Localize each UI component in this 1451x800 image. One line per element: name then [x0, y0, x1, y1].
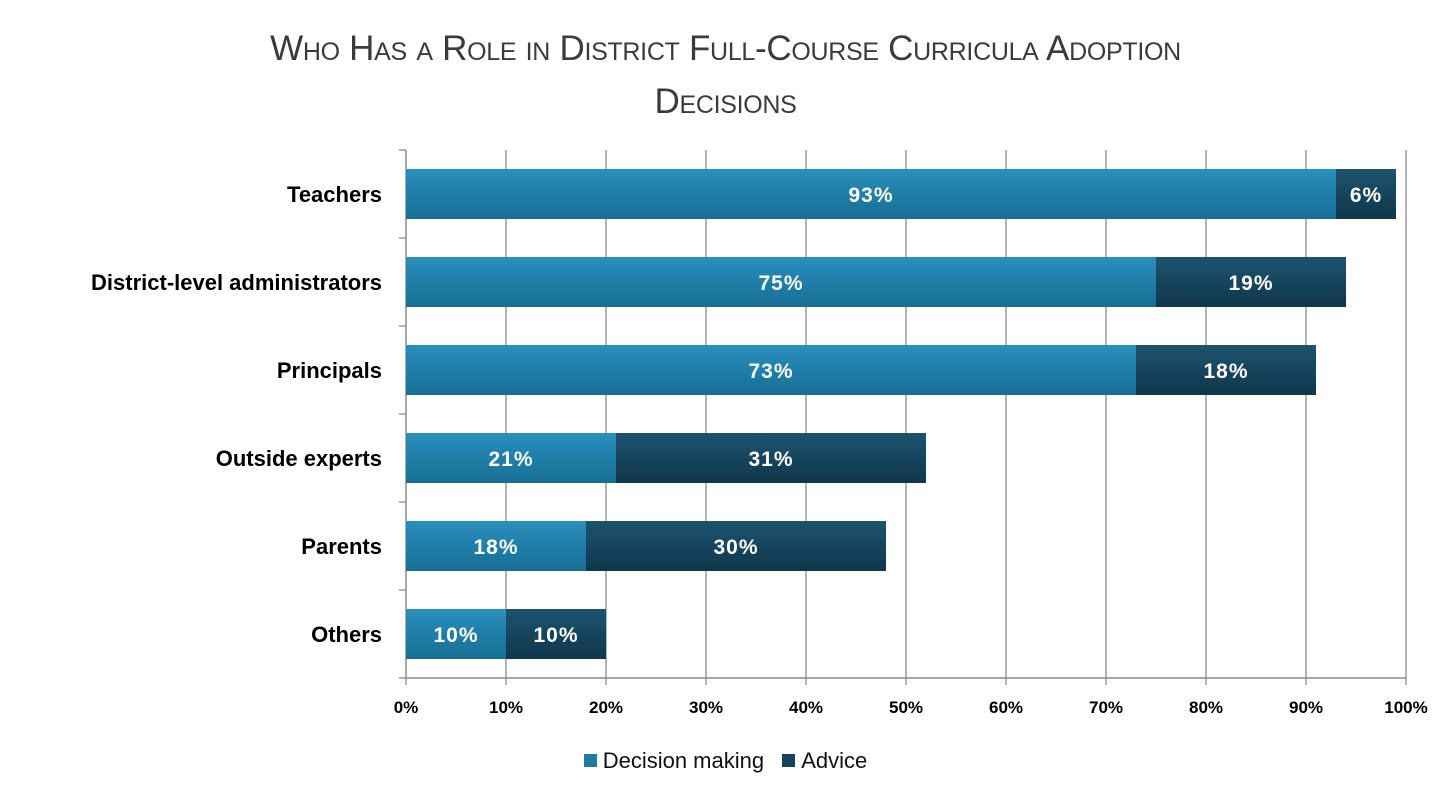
data-label-advice-principals: 18%: [1203, 360, 1248, 383]
legend: Decision making Advice: [0, 747, 1451, 774]
legend-swatch-decision-making: [583, 754, 597, 767]
x-tick-label: 20%: [589, 698, 623, 717]
bar-decision-making-others: [406, 609, 506, 659]
category-label-principals: Principals: [277, 358, 382, 383]
data-label-advice-outside-experts: 31%: [748, 448, 793, 471]
x-tick-label: 90%: [1289, 698, 1323, 717]
bars: [406, 169, 1396, 659]
x-tick-label: 50%: [889, 698, 923, 717]
category-label-teachers: Teachers: [287, 182, 382, 207]
bar-decision-making-outside-experts: [406, 433, 616, 483]
gridlines: [505, 150, 1407, 678]
data-label-advice-others: 10%: [533, 624, 578, 647]
x-tick-label: 0%: [394, 698, 419, 717]
category-label-district-level-administrators: District-level administrators: [91, 270, 382, 295]
chart-title: Who Has a Role in District Full-Course C…: [0, 22, 1451, 128]
legend-item-decision-making: Decision making: [583, 747, 765, 774]
x-tick-label: 10%: [489, 698, 523, 717]
x-tick-label: 60%: [989, 698, 1023, 717]
bar-advice-outside-experts: [616, 433, 926, 483]
chart-title-line-2: Decisions: [654, 82, 797, 121]
bar-advice-parents: [586, 521, 886, 571]
bar-decision-making-teachers: [406, 169, 1336, 219]
bar-advice-teachers: [1336, 169, 1396, 219]
bar-advice-others: [506, 609, 606, 659]
bar-decision-making-parents: [406, 521, 586, 571]
category-label-outside-experts: Outside experts: [216, 446, 382, 471]
bar-advice-district-level-administrators: [1156, 257, 1346, 307]
x-tick-label: 40%: [789, 698, 823, 717]
bar-decision-making-district-level-administrators: [406, 257, 1156, 307]
bar-labels: 93% 6% 75% 19% 73% 18% 21% 31% 18% 30% 10% 10%: [433, 184, 1382, 647]
legend-swatch-advice: [782, 754, 796, 767]
legend-label-decision-making: Decision making: [602, 747, 765, 773]
chart-title-line-1: Who Has a Role in District Full-Course C…: [270, 29, 1181, 68]
data-label-decision-making-teachers: 93%: [848, 184, 893, 207]
category-labels: Teachers District-level administrators Pri…: [91, 182, 382, 647]
legend-label-advice: Advice: [801, 747, 868, 773]
category-label-parents: Parents: [301, 534, 382, 559]
data-label-decision-making-principals: 73%: [748, 360, 793, 383]
data-label-decision-making-outside-experts: 21%: [488, 448, 533, 471]
axes: [399, 149, 1407, 685]
data-label-advice-teachers: 6%: [1350, 184, 1382, 207]
legend-item-advice: Advice: [782, 748, 867, 774]
x-tick-labels: 0% 10% 20% 30% 40% 50% 60% 70% 80% 90% 100%: [394, 698, 1428, 717]
data-label-decision-making-district-level-administrators: 75%: [758, 272, 803, 295]
x-tick-label: 30%: [689, 698, 723, 717]
bar-decision-making-principals: [406, 345, 1136, 395]
data-label-decision-making-parents: 18%: [473, 536, 518, 559]
data-label-advice-district-level-administrators: 19%: [1228, 272, 1273, 295]
data-label-decision-making-others: 10%: [433, 624, 478, 647]
x-tick-label: 100%: [1384, 698, 1427, 717]
x-tick-label: 70%: [1089, 698, 1123, 717]
data-label-advice-parents: 30%: [713, 536, 758, 559]
x-tick-label: 80%: [1189, 698, 1223, 717]
category-label-others: Others: [311, 622, 382, 647]
bar-advice-principals: [1136, 345, 1316, 395]
